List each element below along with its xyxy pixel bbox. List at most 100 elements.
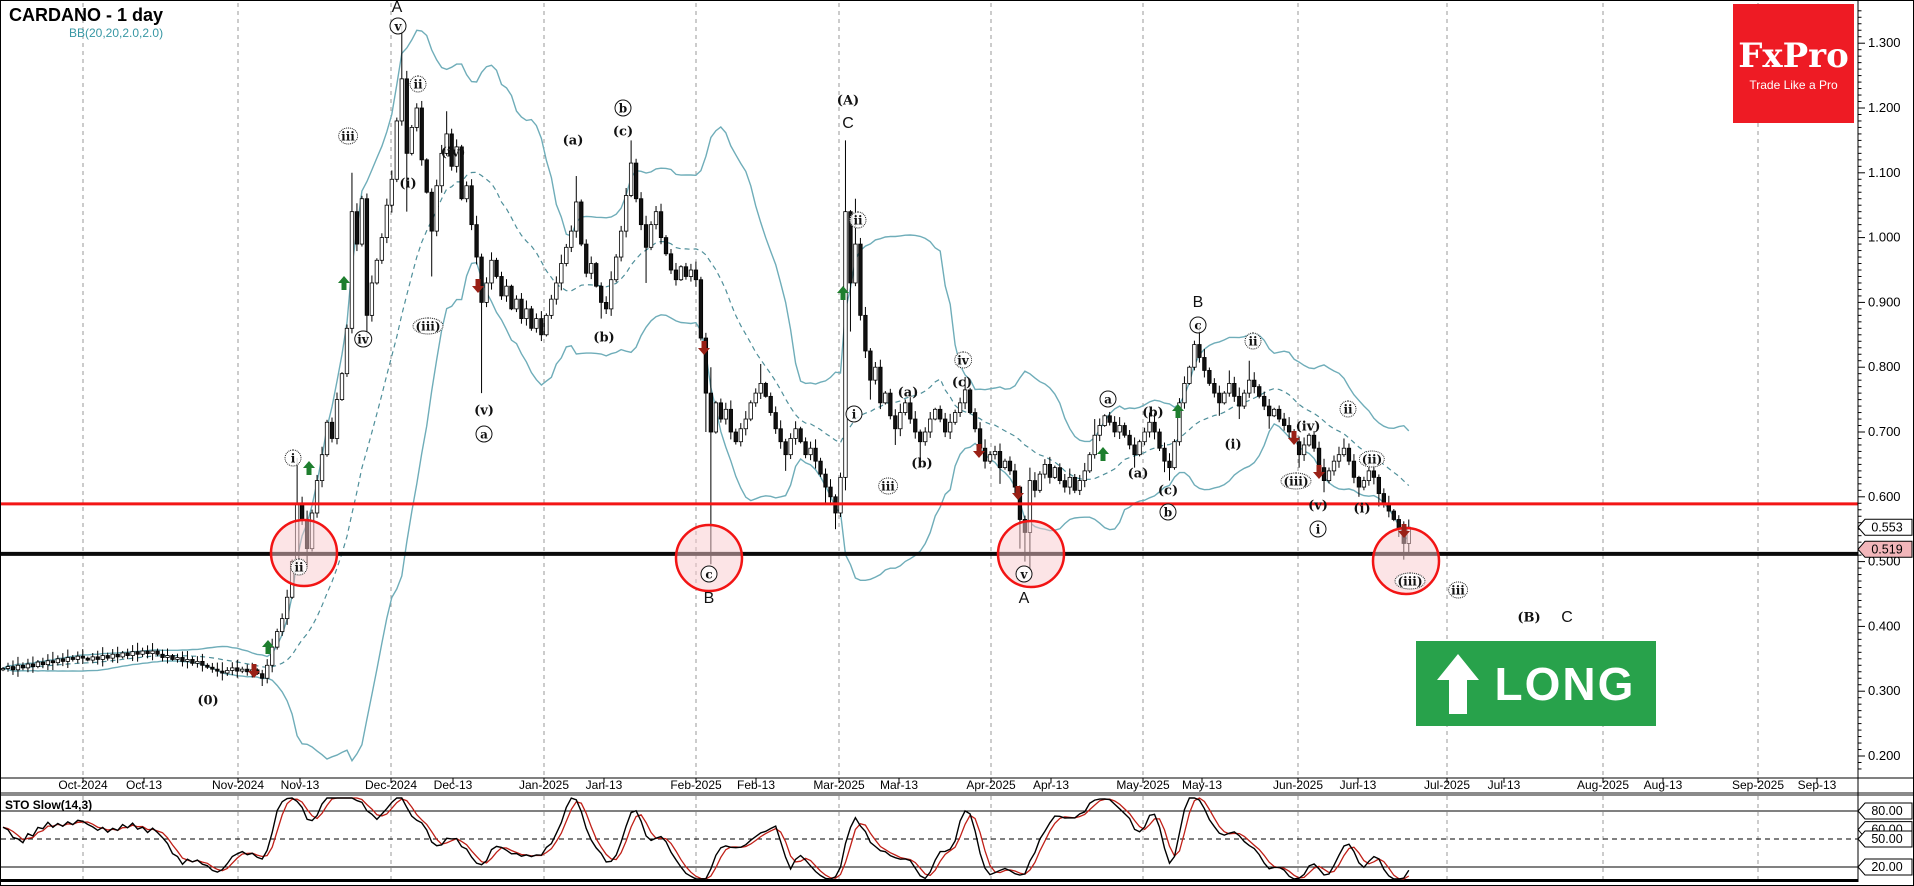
sell-arrow-icon xyxy=(1012,486,1024,500)
candle-body xyxy=(80,655,85,659)
long-signal-badge: LONG xyxy=(1416,641,1656,726)
time-axis-label: Jun-2025 xyxy=(1273,778,1323,792)
candle-body xyxy=(170,655,175,660)
candle-body xyxy=(1376,476,1382,494)
time-axis-label: Feb-2025 xyxy=(670,778,722,792)
wave-label: v xyxy=(1015,565,1033,583)
time-axis-label: Nov-2024 xyxy=(212,778,264,792)
candle-body xyxy=(1336,454,1342,462)
highlight-circle xyxy=(269,518,339,588)
candle-body xyxy=(604,301,609,310)
candle-body xyxy=(1007,460,1013,472)
candle-body xyxy=(1152,421,1157,433)
candle-body xyxy=(150,650,155,655)
candle-body xyxy=(1301,444,1307,456)
candle-body xyxy=(638,198,644,226)
candle-body xyxy=(444,133,449,154)
candle-body xyxy=(703,337,709,394)
candle-body xyxy=(1242,392,1247,407)
price-axis-label: 1.000 xyxy=(1868,230,1901,245)
candle-body xyxy=(1212,382,1217,394)
candle-body xyxy=(883,392,888,404)
candle-body xyxy=(863,314,868,352)
sell-arrow-icon xyxy=(698,341,710,355)
candle-body xyxy=(145,650,150,655)
candle-body xyxy=(628,162,634,196)
candle-body xyxy=(743,418,748,430)
time-axis-label: Aug-2025 xyxy=(1577,778,1629,792)
candle-body xyxy=(1227,382,1232,394)
candle-body xyxy=(778,428,783,443)
candle-body xyxy=(404,78,409,154)
wave-label: a xyxy=(1099,390,1117,408)
candle-body xyxy=(160,653,165,658)
time-axis-label: Sep-2025 xyxy=(1732,778,1784,792)
candle-body xyxy=(967,389,973,413)
wave-label: b xyxy=(614,99,632,117)
candle-body xyxy=(110,653,115,659)
sell-arrow-icon xyxy=(248,664,260,678)
time-axis-label: Sep-13 xyxy=(1798,778,1837,792)
candle-body xyxy=(633,162,639,200)
candle-body xyxy=(873,366,878,381)
candle-body xyxy=(594,263,599,287)
time-axis-label: Mar-2025 xyxy=(813,778,865,792)
time-axis-label: Oct-2024 xyxy=(58,778,108,792)
candle-body xyxy=(663,237,669,255)
candle-body xyxy=(20,664,26,669)
candle-body xyxy=(918,431,923,443)
candle-body xyxy=(519,298,524,320)
candle-body xyxy=(369,282,375,316)
candle-body xyxy=(155,650,160,655)
price-badge-level-value: 0.519 xyxy=(1871,542,1902,556)
candle-body xyxy=(414,107,419,128)
candle-body xyxy=(908,402,913,420)
highlight-circle xyxy=(996,519,1066,589)
candle-body xyxy=(40,661,46,666)
candle-body xyxy=(768,395,773,413)
panel-separator xyxy=(1,792,1913,796)
price-badge-current-price-value: 0.553 xyxy=(1871,520,1902,534)
candle-body xyxy=(878,366,883,404)
candle-body xyxy=(499,276,504,297)
candle-body xyxy=(319,454,325,481)
candle-body xyxy=(200,660,205,666)
candle-body xyxy=(808,447,813,456)
candle-body xyxy=(469,185,474,226)
wave-label: B xyxy=(703,590,715,607)
candle-body xyxy=(504,285,509,297)
candle-body xyxy=(738,428,743,443)
candle-body xyxy=(230,667,235,671)
sto-scale-badge-value: 50.00 xyxy=(1871,832,1902,846)
candle-body xyxy=(753,392,758,404)
candle-body xyxy=(643,224,649,248)
candle-body xyxy=(1052,467,1057,478)
candle-body xyxy=(614,256,619,281)
candle-body xyxy=(235,667,240,672)
candle-body xyxy=(1326,470,1332,482)
buy-arrow-icon xyxy=(338,276,350,290)
candle-body xyxy=(1032,480,1038,491)
candle-body xyxy=(424,159,429,193)
wave-label: iv xyxy=(354,330,372,348)
candle-body xyxy=(698,279,704,339)
candle-body xyxy=(564,246,569,264)
candle-body xyxy=(1137,441,1142,456)
candle-body xyxy=(1257,386,1262,397)
candle-body xyxy=(95,656,100,660)
wave-label: (c) xyxy=(951,375,973,391)
candle-body xyxy=(888,392,893,417)
candle-body xyxy=(693,269,699,281)
price-axis-label: 0.800 xyxy=(1868,359,1901,374)
candle-body xyxy=(115,653,120,658)
candle-body xyxy=(349,211,355,329)
candle-body xyxy=(972,412,978,430)
chart-title: CARDANO - 1 day xyxy=(9,5,164,25)
candle-body xyxy=(574,201,579,232)
candle-body xyxy=(1197,344,1202,358)
time-axis-label: Feb-13 xyxy=(737,778,775,792)
wave-label: C xyxy=(842,115,854,132)
candle-body xyxy=(5,666,11,669)
candle-body xyxy=(648,224,654,248)
buy-arrow-icon xyxy=(837,286,849,300)
